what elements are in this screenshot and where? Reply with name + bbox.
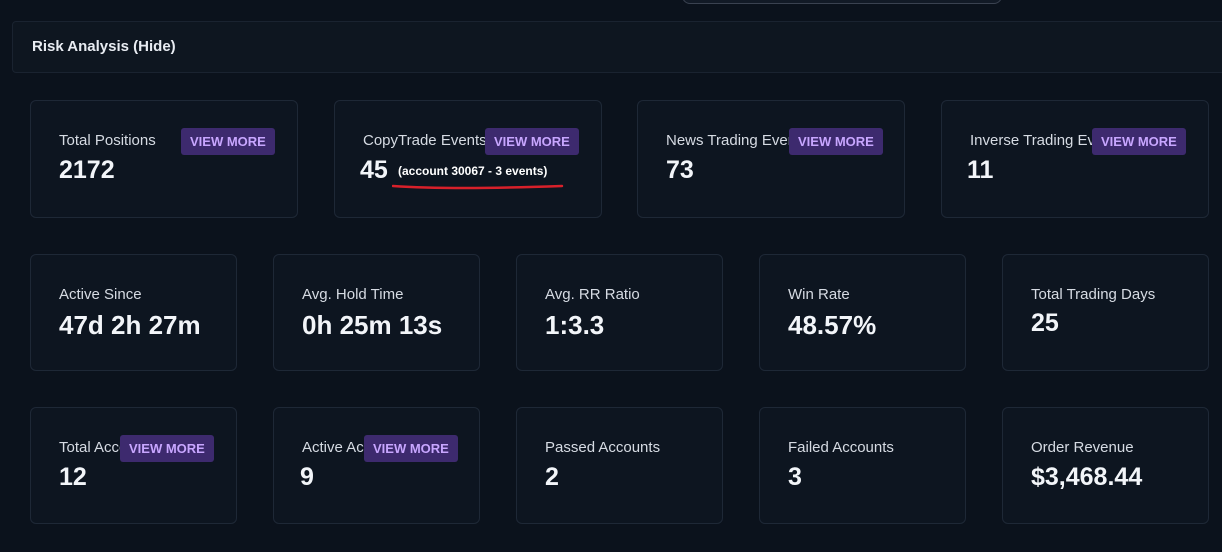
stat-card-active-since: Active Since 47d 2h 27m [30,254,237,371]
stat-label: Order Revenue [1031,439,1134,456]
stat-label: Active Since [59,286,142,303]
stat-value: 45 [360,156,388,184]
stat-card-win-rate: Win Rate 48.57% [759,254,966,371]
stat-card-failed-accounts: Failed Accounts 3 [759,407,966,524]
stat-card-total-positions: Total Positions 2172 VIEW MORE [30,100,298,218]
stat-value: 12 [59,463,87,491]
stat-value: 0h 25m 13s [302,310,443,340]
risk-analysis-title[interactable]: Risk Analysis (Hide) [32,38,176,55]
stat-card-order-revenue: Order Revenue $3,468.44 [1002,407,1209,524]
view-more-button[interactable]: VIEW MORE [120,435,214,462]
stat-card-news-trading-events: News Trading Events * 73 VIEW MORE [637,100,905,218]
stat-value: 25 [1031,309,1059,337]
top-tab-fragment [682,0,1002,4]
stat-value: 3 [788,463,802,491]
red-underline-annotation [392,184,564,190]
stat-value: 47d 2h 27m [59,310,201,340]
stat-label: News Trading Events * [666,132,818,149]
stat-label: Win Rate [788,286,850,303]
stat-card-total-accounts: Total Accounts 12 VIEW MORE [30,407,237,524]
stat-value: 11 [967,156,994,184]
stat-label: Total Trading Days [1031,286,1156,303]
stat-value: 2 [545,463,559,491]
stat-card-active-accounts: Active Accounts 9 VIEW MORE [273,407,480,524]
view-more-button[interactable]: VIEW MORE [181,128,275,155]
stat-label: CopyTrade Events * [363,132,497,149]
stat-label: Avg. Hold Time [302,286,404,303]
stat-value: 73 [666,156,694,184]
copytrade-account-note: (account 30067 - 3 events) [398,164,548,178]
stat-value: 9 [300,463,314,491]
view-more-button[interactable]: VIEW MORE [485,128,579,155]
view-more-button[interactable]: VIEW MORE [364,435,458,462]
view-more-button[interactable]: VIEW MORE [789,128,883,155]
stat-label: Failed Accounts [788,439,894,456]
view-more-button[interactable]: VIEW MORE [1092,128,1186,155]
risk-analysis-header[interactable]: Risk Analysis (Hide) [12,21,1222,73]
stat-value: 2172 [59,156,115,184]
stat-card-total-trading-days: Total Trading Days 25 [1002,254,1209,371]
stat-card-passed-accounts: Passed Accounts 2 [516,407,723,524]
stat-card-inverse-trading-events: Inverse Trading Events * 11 VIEW MORE [941,100,1209,218]
stat-card-avg-hold-time: Avg. Hold Time 0h 25m 13s [273,254,480,371]
stat-value: $3,468.44 [1031,463,1143,491]
stat-label: Passed Accounts [545,439,661,456]
stat-label: Avg. RR Ratio [545,286,640,303]
stat-card-avg-rr-ratio: Avg. RR Ratio 1:3.3 [516,254,723,371]
stat-value: 1:3.3 [545,310,605,340]
stat-label: Total Positions [59,132,156,149]
stat-value: 48.57% [788,310,877,340]
stat-card-copytrade-events: CopyTrade Events * 45 (account 30067 - 3… [334,100,602,218]
